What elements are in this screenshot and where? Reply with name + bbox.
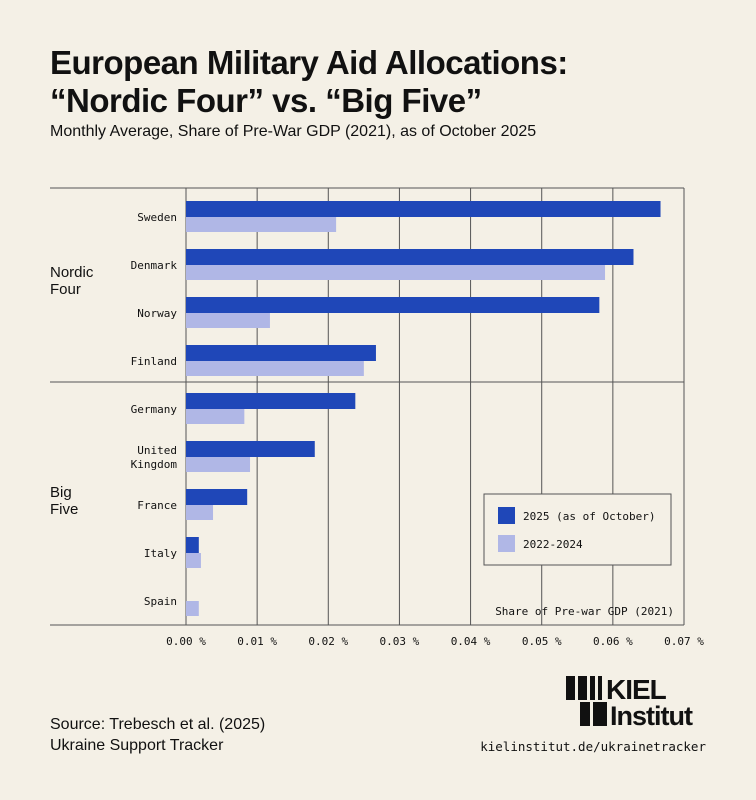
legend-swatch [498, 535, 515, 552]
category-label: Denmark [131, 259, 178, 272]
svg-text:Institut: Institut [610, 701, 693, 728]
legend-label: 2025 (as of October) [523, 510, 655, 523]
bar-2025 [186, 537, 199, 553]
x-tick-label: 0.05 % [522, 635, 562, 648]
source-line-1: Source: Trebesch et al. (2025) [50, 716, 266, 733]
title-line-1: European Military Aid Allocations: [50, 44, 568, 81]
legend-swatch [498, 507, 515, 524]
bar-2025 [186, 489, 248, 505]
legend-box [483, 493, 672, 566]
x-tick-label: 0.04 % [451, 635, 491, 648]
tracker-url[interactable]: kielinstitut.de/ukrainetracker [480, 739, 706, 754]
bar-2022-2024 [186, 553, 201, 568]
bar-2025 [186, 393, 356, 409]
bar-2025 [186, 441, 315, 457]
group-label: Nordic [50, 264, 94, 281]
bar-2022-2024 [186, 217, 337, 232]
bar-2022-2024 [186, 409, 245, 424]
bar-2022-2024 [186, 505, 214, 520]
category-label: United [137, 444, 177, 457]
bar-2022-2024 [186, 601, 199, 616]
source-note: Source: Trebesch et al. (2025) Ukraine S… [50, 714, 265, 756]
x-tick-label: 0.02 % [308, 635, 348, 648]
group-label: Four [50, 281, 81, 298]
x-tick-label: 0.01 % [237, 635, 277, 648]
bar-2025 [186, 201, 661, 217]
bar-2022-2024 [186, 457, 251, 472]
group-label: Five [50, 501, 78, 518]
kiel-institut-logo: KIEL Institut [566, 674, 706, 733]
chart-title: European Military Aid Allocations: “Nord… [50, 44, 568, 120]
category-label: Sweden [137, 211, 177, 224]
title-line-2: “Nordic Four” vs. “Big Five” [50, 82, 482, 119]
group-label: Big [50, 484, 72, 501]
x-axis-label: Share of Pre-war GDP (2021) [495, 605, 674, 618]
x-tick-label: 0.07 % [664, 635, 704, 648]
category-label: Norway [137, 307, 177, 320]
bar-2025 [186, 249, 634, 265]
svg-text:KIEL: KIEL [606, 676, 667, 705]
x-tick-label: 0.06 % [593, 635, 633, 648]
category-label: Spain [144, 595, 177, 608]
bar-2025 [186, 345, 376, 361]
bar-2022-2024 [186, 313, 270, 328]
chart-subtitle: Monthly Average, Share of Pre-War GDP (2… [50, 123, 537, 140]
bar-2025 [186, 297, 600, 313]
category-label: Kingdom [131, 458, 178, 471]
category-label: Germany [131, 403, 178, 416]
category-label: Italy [144, 547, 177, 560]
category-label: Finland [131, 355, 177, 368]
source-line-2: Ukraine Support Tracker [50, 737, 224, 754]
legend-label: 2022-2024 [523, 538, 583, 551]
x-tick-label: 0.03 % [380, 635, 420, 648]
x-tick-label: 0.00 % [166, 635, 206, 648]
category-label: France [137, 499, 177, 512]
bar-2022-2024 [186, 361, 364, 376]
bar-2022-2024 [186, 265, 606, 280]
